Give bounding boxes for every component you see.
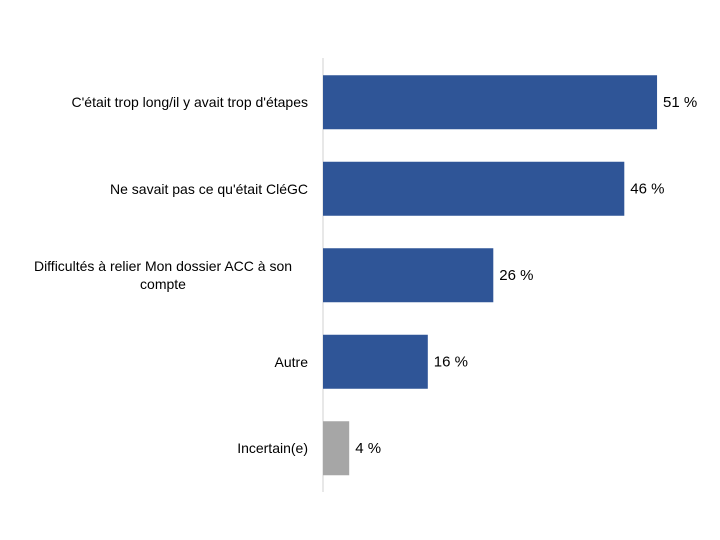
bar — [323, 75, 658, 130]
category-label: Incertain(e) — [237, 440, 308, 457]
category-label: C'était trop long/il y avait trop d'étap… — [71, 94, 308, 111]
bar — [323, 161, 625, 216]
value-label: 26 % — [499, 267, 533, 284]
category-label: Difficultés à relier Mon dossier ACC à s… — [33, 258, 293, 293]
value-label: 16 % — [434, 354, 468, 371]
category-label: Ne savait pas ce qu'était CléGC — [110, 180, 308, 197]
bar — [323, 334, 428, 389]
value-label: 4 % — [355, 440, 381, 457]
bar — [323, 248, 494, 303]
value-label: 51 % — [663, 94, 697, 111]
bar — [323, 421, 350, 476]
value-label: 46 % — [630, 181, 664, 198]
category-label: Autre — [274, 353, 308, 370]
